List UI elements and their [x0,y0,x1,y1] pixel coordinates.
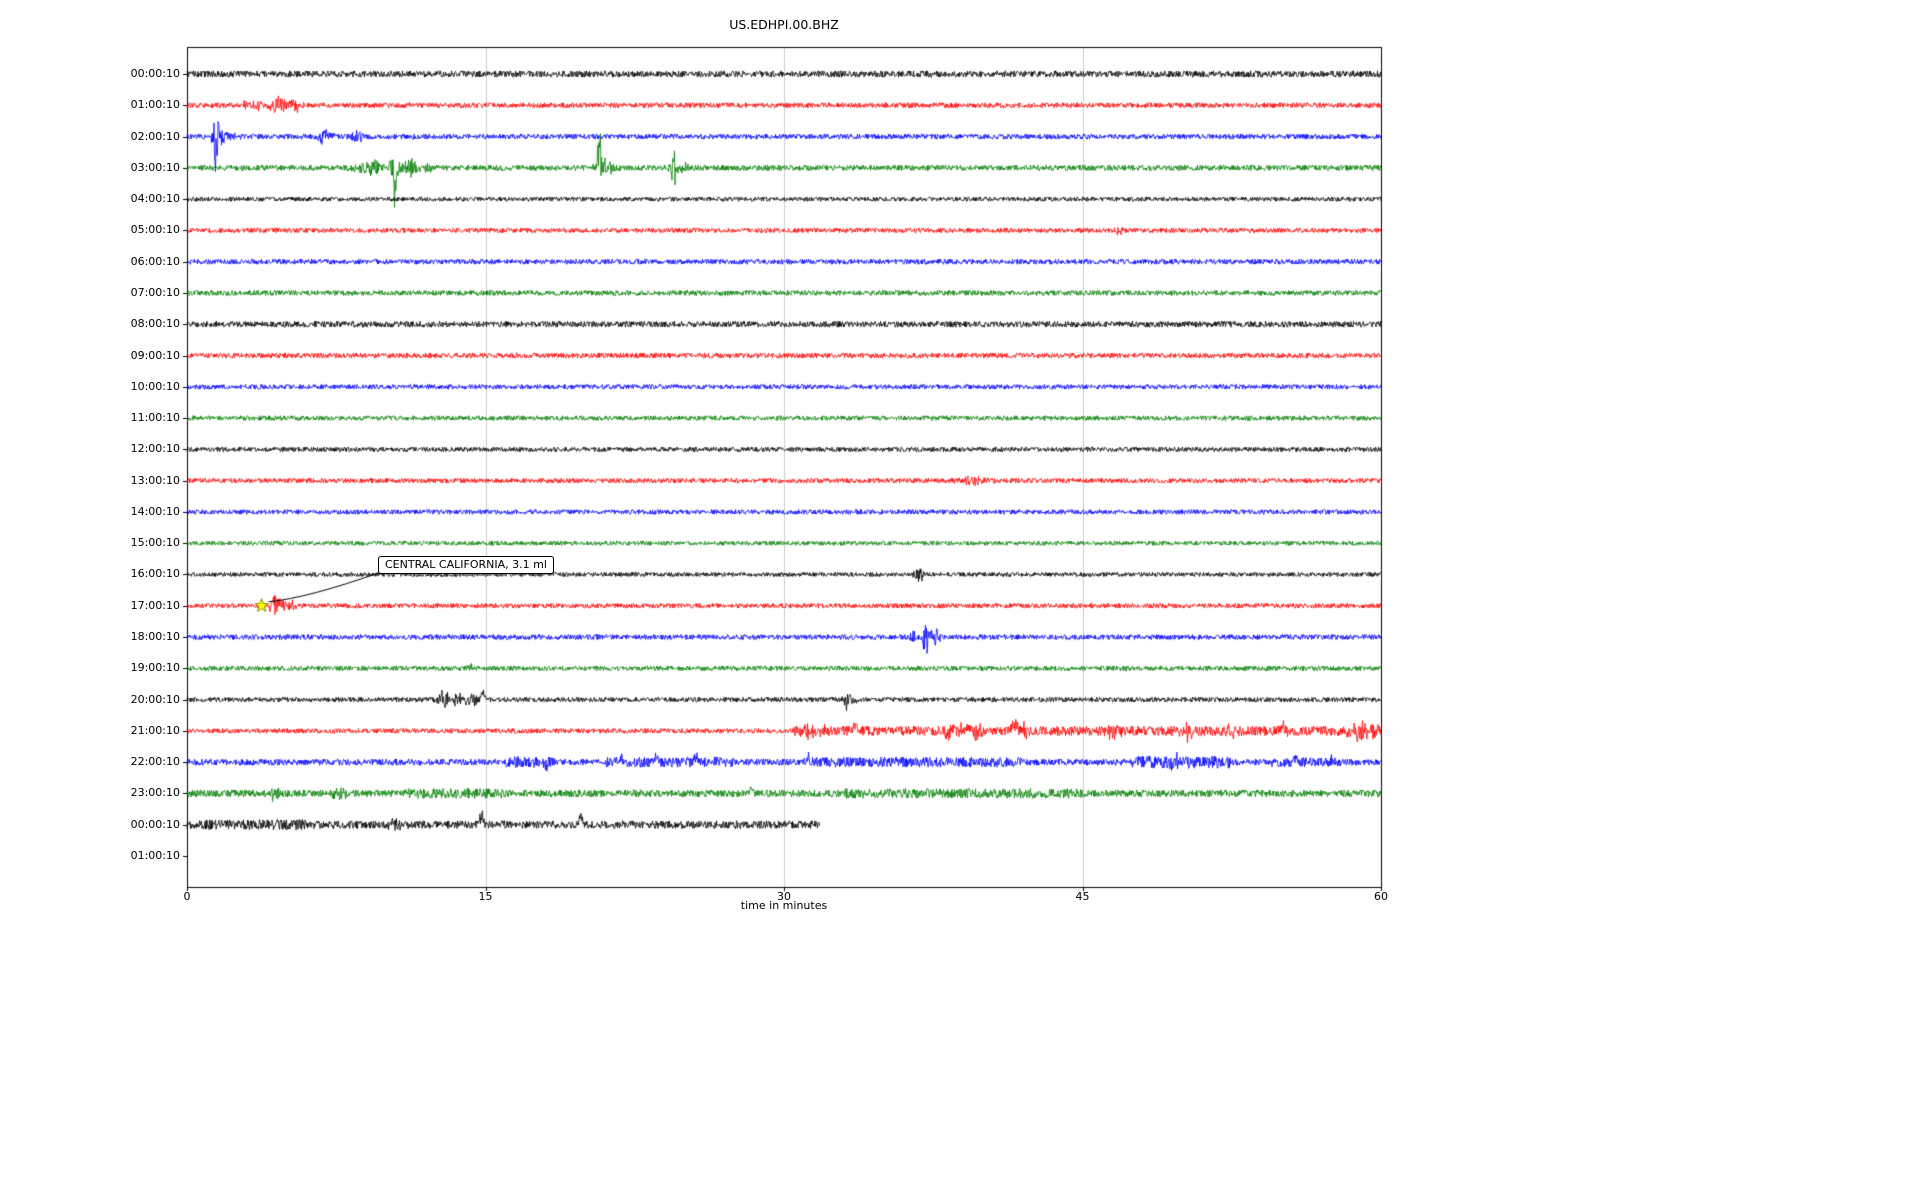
y-tick-label: 15:00:10 [130,536,180,550]
x-tick-label: 60 [1374,890,1388,903]
x-tick-label: 0 [183,890,191,903]
y-tick-label: 19:00:10 [130,661,180,675]
x-tick-label: 30 [777,890,791,903]
y-tick-label: 21:00:10 [130,723,180,737]
x-tick-label: 15 [478,890,493,903]
y-tick-label: 17:00:10 [130,598,180,612]
y-tick-label: 00:00:10 [130,67,180,80]
y-tick-label: 14:00:10 [130,504,180,518]
x-tick-label: 45 [1075,890,1090,903]
y-tick-label: 22:00:10 [130,755,180,769]
event-annotation-box: CENTRAL CALIFORNIA, 3.1 ml [378,556,554,574]
plot-title: US.EDHPI.00.BHZ [729,17,839,32]
y-tick-label: 09:00:10 [130,348,180,362]
y-tick-label: 20:00:10 [130,692,180,706]
y-tick-label: 02:00:10 [130,129,180,143]
y-tick-label: 03:00:10 [130,160,180,174]
y-tick-label: 04:00:10 [130,192,180,206]
y-tick-label: 07:00:10 [130,285,180,299]
y-tick-label: 23:00:10 [130,786,180,800]
y-tick-label: 10:00:10 [130,379,180,393]
y-tick-label: 05:00:10 [130,223,180,237]
y-tick-label: 18:00:10 [130,630,180,644]
y-tick-label: 16:00:10 [130,567,180,581]
y-tick-label: 11:00:10 [130,411,180,425]
y-tick-label: 12:00:10 [130,442,180,456]
y-tick-label: 01:00:10 [130,849,180,862]
y-tick-label: 00:00:10 [130,817,180,831]
x-axis-label: time in minutes [740,899,828,912]
y-tick-label: 01:00:10 [130,98,180,112]
y-tick-label: 06:00:10 [130,254,180,268]
y-tick-label: 08:00:10 [130,317,180,331]
y-tick-label: 13:00:10 [130,473,180,487]
